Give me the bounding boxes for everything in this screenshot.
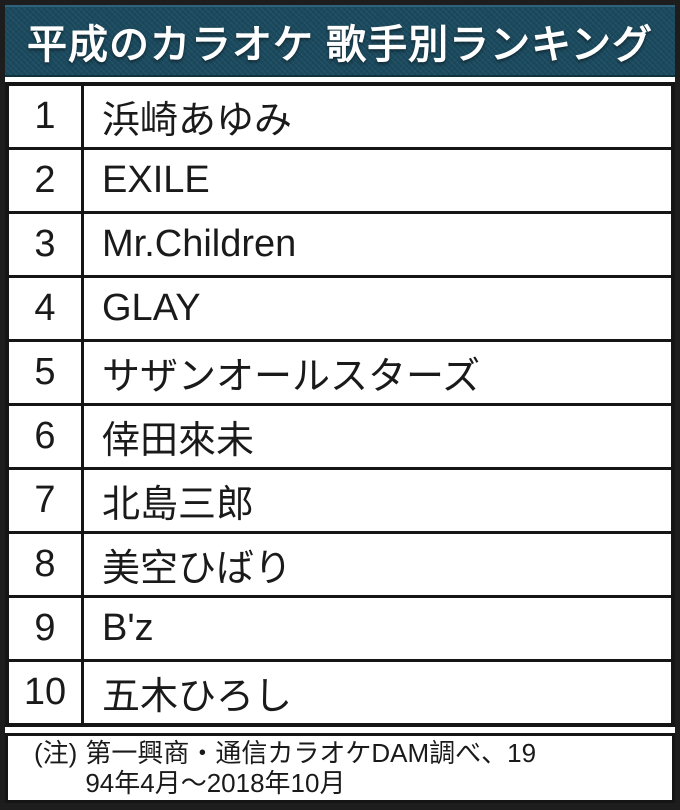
- table-row: 6 倖田來未: [9, 406, 671, 470]
- table-row: 7 北島三郎: [9, 470, 671, 534]
- rank-cell: 2: [9, 150, 84, 211]
- table-row: 8 美空ひばり: [9, 534, 671, 598]
- title-banner: 平成のカラオケ 歌手別ランキング: [5, 5, 675, 77]
- artist-cell: サザンオールスターズ: [102, 356, 481, 398]
- page-title: 平成のカラオケ 歌手別ランキング: [27, 23, 653, 67]
- note-prefix: (注): [34, 738, 78, 768]
- note-text: 第一興商・通信カラオケDAM調べ、19 94年4月～2018年10月: [85, 738, 664, 798]
- table-row: 2 EXILE: [9, 150, 671, 214]
- source-note: (注) 第一興商・通信カラオケDAM調べ、19 94年4月～2018年10月: [5, 733, 675, 803]
- artist-cell: B'z: [102, 607, 154, 649]
- note-line-1: 第一興商・通信カラオケDAM調べ、19: [85, 738, 537, 768]
- artist-cell: GLAY: [102, 287, 201, 329]
- rank-cell: 7: [9, 470, 84, 531]
- rank-cell: 6: [9, 406, 84, 467]
- table-row: 9 B'z: [9, 598, 671, 662]
- rank-cell: 9: [9, 598, 84, 659]
- artist-cell: 北島三郎: [102, 484, 255, 526]
- rank-cell: 3: [9, 214, 84, 275]
- artist-cell: Mr.Children: [102, 223, 297, 265]
- artist-cell: 倖田來未: [102, 420, 255, 462]
- table-row: 3 Mr.Children: [9, 214, 671, 278]
- table-row: 10 五木ひろし: [9, 662, 671, 723]
- table-row: 4 GLAY: [9, 278, 671, 342]
- infographic-body: 平成のカラオケ 歌手別ランキング 1 浜崎あゆみ 2 EXILE 3 Mr.Childre…: [5, 5, 675, 803]
- artist-cell: 浜崎あゆみ: [102, 100, 293, 142]
- rank-cell: 4: [9, 278, 84, 339]
- rank-cell: 8: [9, 534, 84, 595]
- rank-cell: 5: [9, 342, 84, 403]
- note-line-2: 94年4月～2018年10月: [85, 768, 346, 798]
- table-row: 5 サザンオールスターズ: [9, 342, 671, 406]
- table-row: 1 浜崎あゆみ: [9, 86, 671, 150]
- ranking-table: 1 浜崎あゆみ 2 EXILE 3 Mr.Children 4 GLAY 5 サザンオールスターズ…: [5, 82, 675, 727]
- artist-cell: 美空ひばり: [102, 548, 293, 590]
- rank-cell: 10: [9, 662, 84, 723]
- rank-cell: 1: [9, 86, 84, 147]
- artist-cell: 五木ひろし: [102, 676, 293, 718]
- artist-cell: EXILE: [102, 159, 210, 201]
